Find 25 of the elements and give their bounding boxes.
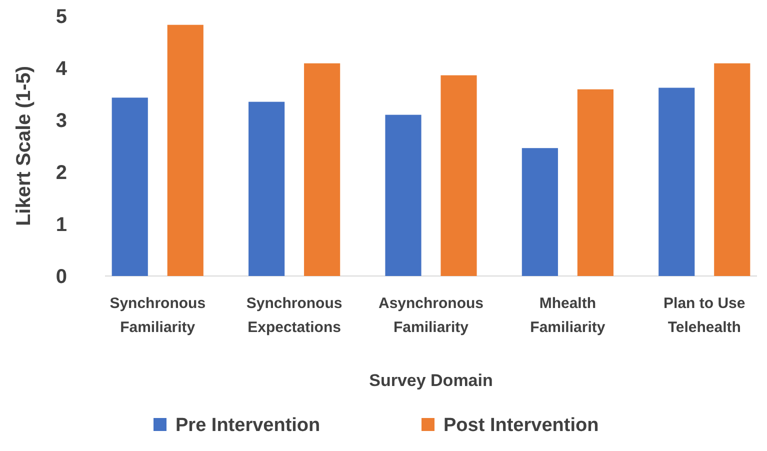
bar	[714, 63, 750, 276]
bar	[522, 148, 558, 276]
legend-label: Post Intervention	[444, 415, 599, 436]
y-tick-label: 5	[56, 6, 67, 28]
bar	[167, 24, 204, 276]
bar	[440, 75, 477, 276]
y-tick-label: 3	[56, 110, 67, 132]
y-tick-label: 4	[56, 58, 68, 80]
legend-label: Pre Intervention	[176, 415, 320, 436]
x-tick-label: Mhealth Familiarity	[530, 295, 606, 336]
y-tick-label: 2	[56, 162, 67, 184]
x-tick-label: Synchronous Expectations	[246, 295, 342, 336]
bar	[248, 102, 285, 276]
bar	[112, 98, 148, 276]
bar	[577, 89, 614, 276]
bar	[304, 63, 340, 276]
x-tick-label: Synchronous Familiarity	[110, 295, 206, 336]
x-tick-label: Plan to Use Telehealth	[664, 295, 746, 336]
x-axis-title: Survey Domain	[369, 371, 493, 390]
x-tick-label: Asynchronous Familiarity	[378, 295, 484, 336]
bar	[385, 114, 422, 276]
bar	[658, 88, 695, 276]
y-axis-title: Likert Scale (1-5)	[13, 66, 35, 226]
y-tick-label: 0	[56, 266, 67, 288]
y-tick-label: 1	[56, 214, 67, 236]
